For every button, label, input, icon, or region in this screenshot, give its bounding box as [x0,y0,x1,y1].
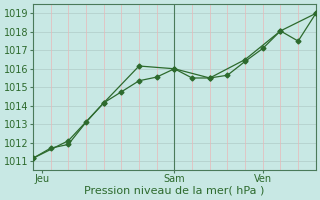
X-axis label: Pression niveau de la mer( hPa ): Pression niveau de la mer( hPa ) [84,186,265,196]
